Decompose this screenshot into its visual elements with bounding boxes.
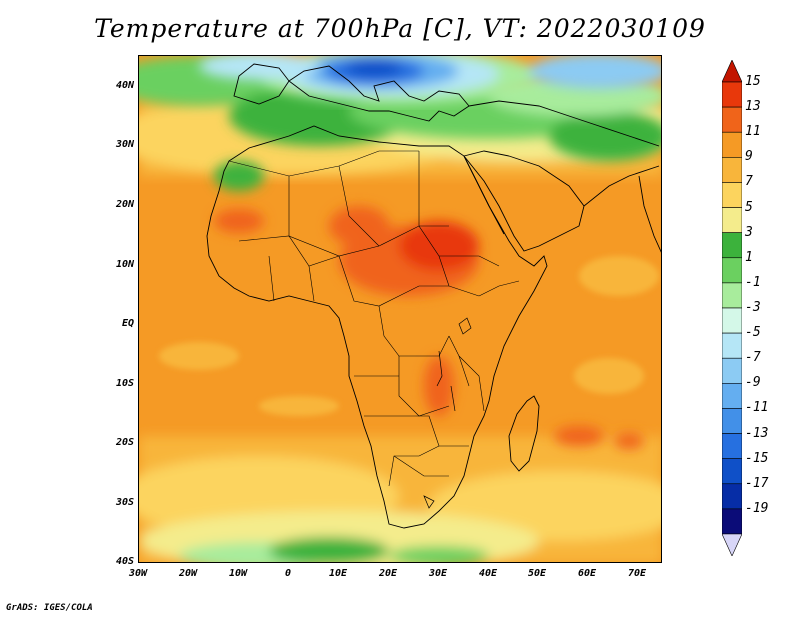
lon-label-40e: 40E	[478, 568, 498, 579]
colorbar-label: -13	[745, 425, 769, 441]
lat-label-10n: 10N	[115, 259, 134, 270]
map-plot	[138, 55, 662, 563]
colorbar-label: -11	[745, 400, 769, 416]
colorbar-label: -7	[745, 350, 761, 366]
lat-label-40s: 40S	[115, 556, 134, 567]
colorbar-swatch	[722, 483, 742, 510]
lat-label-30s: 30S	[115, 497, 134, 508]
colorbar-swatch	[722, 433, 742, 459]
map-title: Temperature at 700hPa [C], VT: 202203010…	[94, 14, 706, 43]
colorbar	[722, 60, 742, 556]
colorbar-swatch	[722, 508, 742, 535]
lon-label-10w: 10W	[228, 568, 248, 579]
colorbar-top-arrow	[722, 60, 742, 83]
colorbar-swatch	[722, 307, 742, 334]
lakes	[423, 317, 472, 509]
colorbar-swatch	[722, 131, 742, 158]
colorbar-label: -17	[745, 475, 769, 491]
colorbar-bottom-arrow	[722, 533, 742, 556]
lon-label-20w: 20W	[178, 568, 198, 579]
colorbar-label: -9	[745, 375, 761, 391]
southern-cool-band	[139, 436, 661, 562]
colorbar-label: -15	[745, 450, 769, 466]
colorbar-swatch	[722, 157, 742, 183]
colorbar-label: 13	[745, 99, 761, 115]
lon-label-30w: 30W	[128, 568, 148, 579]
colorbar-label: -5	[745, 325, 761, 341]
colorbar-label: 7	[745, 174, 753, 190]
colorbar-label: -19	[745, 500, 769, 516]
lon-label-10e: 10E	[328, 568, 348, 579]
colorbar-swatch	[722, 182, 742, 208]
colorbar-swatch	[722, 207, 742, 233]
lon-label-60e: 60E	[577, 568, 597, 579]
colorbar-label: 11	[745, 124, 761, 140]
lat-label-10s: 10S	[115, 378, 134, 389]
temperature-map	[139, 56, 661, 562]
ocean-patches	[159, 256, 659, 416]
colorbar-label: 9	[745, 149, 753, 165]
colorbar-swatch	[722, 458, 742, 485]
colorbar-label: 1	[745, 249, 753, 265]
lon-label-50e: 50E	[527, 568, 547, 579]
colorbar-label: 3	[745, 224, 753, 240]
coastlines	[206, 63, 661, 529]
lat-label-40n: 40N	[115, 80, 134, 91]
lon-label-20e: 20E	[378, 568, 398, 579]
lon-label-0: 0	[284, 568, 292, 579]
colorbar-label: -1	[745, 274, 761, 290]
colorbar-label: 5	[745, 199, 753, 215]
colorbar-label: 15	[745, 74, 761, 89]
lon-label-30e: 30E	[428, 568, 448, 579]
cold-core	[199, 56, 661, 104]
lat-label-30n: 30N	[115, 139, 134, 150]
colorbar-swatch	[722, 232, 742, 259]
colorbar-swatch	[722, 332, 742, 359]
colorbar-swatch	[722, 282, 742, 309]
lat-label-eq: EQ	[121, 318, 134, 329]
colorbar-swatch	[722, 81, 742, 108]
colorbar-label: -3	[745, 300, 761, 315]
colorbar-swatch	[722, 408, 742, 434]
colorbar-swatch	[722, 357, 742, 384]
colorbar-swatch	[722, 106, 742, 133]
colorbar-swatch	[722, 383, 742, 409]
lon-label-70e: 70E	[627, 568, 647, 579]
lat-label-20n: 20N	[115, 199, 134, 210]
footer-credit: GrADS: IGES/COLA	[6, 603, 93, 613]
colorbar-swatch	[722, 257, 742, 284]
lat-label-20s: 20S	[115, 437, 134, 448]
country-borders	[228, 150, 520, 487]
